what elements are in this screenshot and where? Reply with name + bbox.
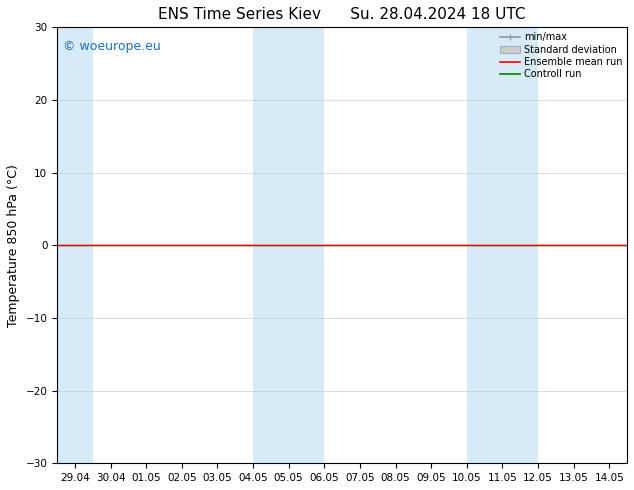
Title: ENS Time Series Kiev      Su. 28.04.2024 18 UTC: ENS Time Series Kiev Su. 28.04.2024 18 U…	[158, 7, 526, 22]
Text: © woeurope.eu: © woeurope.eu	[63, 40, 160, 53]
Y-axis label: Temperature 850 hPa (°C): Temperature 850 hPa (°C)	[7, 164, 20, 327]
Bar	[253, 27, 324, 464]
Legend: min/max, Standard deviation, Ensemble mean run, Controll run: min/max, Standard deviation, Ensemble me…	[498, 30, 624, 81]
Bar	[467, 27, 538, 464]
Bar	[57, 27, 93, 464]
